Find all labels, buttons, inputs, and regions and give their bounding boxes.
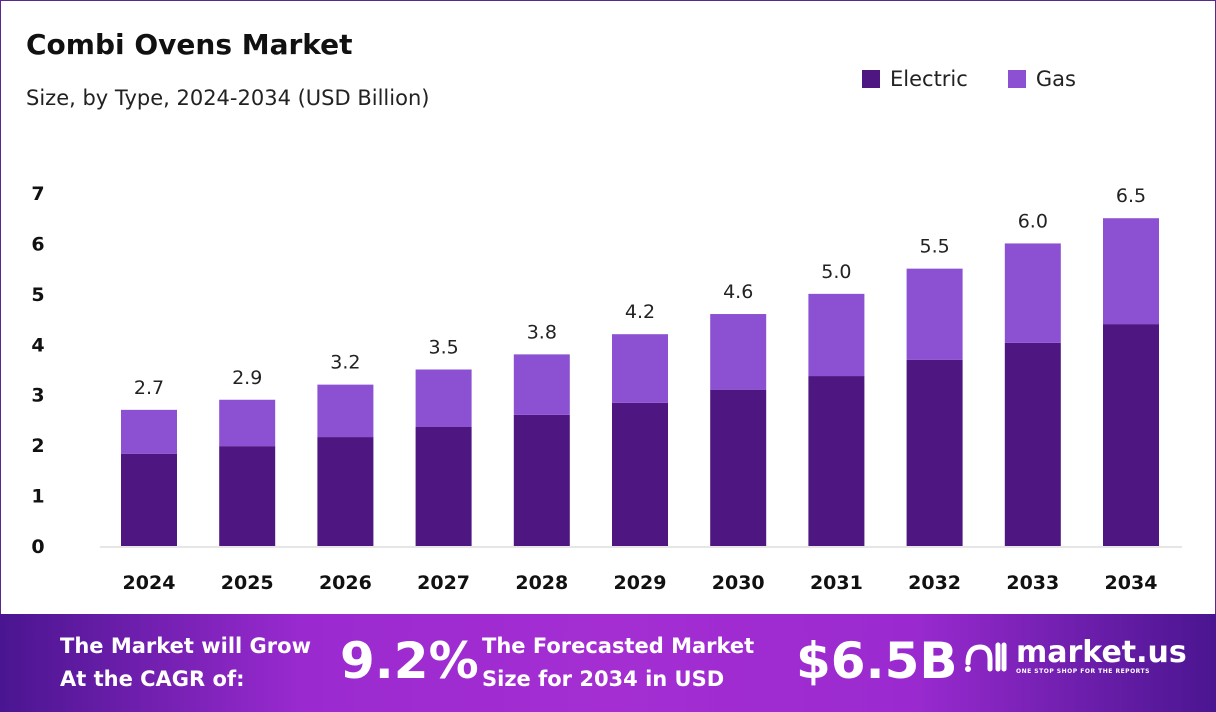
bar-gas-2026: [317, 384, 374, 438]
bar-electric-2032: [906, 359, 963, 546]
bar-gas-2024: [121, 409, 177, 454]
bar-gas-2031: [808, 293, 865, 377]
forecast-label-line1: The Forecasted Market: [482, 634, 755, 658]
cagr-value: 9.2%: [340, 632, 479, 690]
total-label: 5.5: [919, 236, 949, 258]
market-us-logo: market.us ONE STOP SHOP FOR THE REPORTS: [962, 638, 1187, 675]
total-label: 3.8: [527, 321, 557, 343]
legend-item-electric: Electric: [862, 67, 968, 91]
bar-electric-2029: [612, 402, 668, 546]
total-label: 2.7: [134, 377, 164, 399]
bar-electric-2026: [317, 437, 374, 546]
chart-subtitle: Size, by Type, 2024-2034 (USD Billion): [26, 86, 430, 110]
logo-tagline: ONE STOP SHOP FOR THE REPORTS: [1016, 668, 1150, 675]
x-tick-label: 2027: [417, 572, 470, 594]
total-label: 4.6: [723, 281, 753, 303]
y-tick-label: 2: [31, 435, 44, 457]
x-tick-label: 2029: [614, 572, 667, 594]
y-tick-label: 1: [31, 486, 44, 508]
x-tick-label: 2028: [515, 572, 568, 594]
y-tick-label: 5: [31, 284, 44, 306]
x-tick-label: 2031: [810, 572, 863, 594]
total-label: 5.0: [821, 261, 851, 283]
y-tick-label: 4: [31, 334, 44, 356]
legend-swatch-gas: [1007, 70, 1026, 88]
logo-name: market.us: [1016, 635, 1187, 670]
total-label: 3.2: [330, 352, 360, 374]
bar-electric-2024: [121, 453, 177, 546]
bar-gas-2027: [415, 369, 472, 427]
y-tick-label: 0: [31, 536, 44, 558]
bar-electric-2025: [219, 446, 276, 546]
bar-gas-2033: [1004, 243, 1061, 343]
forecast-label-line2: Size for 2034 in USD: [482, 667, 725, 691]
x-tick-label: 2032: [908, 572, 961, 594]
legend: Electric Gas: [862, 67, 1076, 91]
bar-gas-2025: [219, 399, 276, 447]
x-tick-label: 2030: [712, 572, 765, 594]
bar-gas-2029: [612, 334, 668, 403]
footer-banner: The Market will Grow At the CAGR of: 9.2%…: [0, 614, 1216, 712]
total-label: 3.5: [428, 337, 458, 359]
chart-title: Combi Ovens Market: [26, 28, 353, 61]
cagr-label: The Market will Grow At the CAGR of:: [60, 630, 311, 696]
cagr-label-line1: The Market will Grow: [60, 634, 311, 658]
legend-swatch-electric: [862, 70, 880, 88]
bar-electric-2028: [513, 414, 570, 546]
y-tick-label: 3: [31, 385, 44, 407]
x-tick-label: 2034: [1105, 572, 1158, 594]
total-label: 6.0: [1018, 210, 1048, 232]
legend-label-electric: Electric: [890, 67, 968, 91]
legend-label-gas: Gas: [1035, 67, 1076, 91]
bar-chart: 0 1 2 3 4 5 6 7 2.7 2024 2.9 2025 3.2 2026 3.5 2027 3.8 2…: [31, 183, 1182, 594]
bar-electric-2033: [1004, 342, 1061, 546]
total-label: 2.9: [232, 367, 262, 389]
y-tick-label: 6: [31, 233, 44, 255]
total-label: 6.5: [1116, 185, 1146, 207]
bar-gas-2030: [710, 314, 767, 390]
x-tick-label: 2033: [1006, 572, 1059, 594]
bar-gas-2034: [1103, 218, 1159, 325]
x-tick-label: 2026: [319, 572, 372, 594]
bar-electric-2027: [415, 426, 472, 546]
bar-gas-2032: [906, 268, 963, 360]
y-tick-label: 7: [31, 183, 44, 205]
logo-icon: [965, 642, 1007, 672]
legend-item-gas: Gas: [1007, 67, 1076, 91]
total-label: 4.2: [625, 301, 655, 323]
bar-electric-2034: [1103, 324, 1159, 546]
bar-electric-2031: [808, 376, 865, 546]
forecast-label: The Forecasted Market Size for 2034 in US…: [482, 630, 754, 696]
cagr-label-line2: At the CAGR of:: [60, 667, 245, 691]
forecast-value: $6.5B: [796, 632, 958, 690]
bar-electric-2030: [710, 389, 767, 546]
bar-gas-2028: [513, 354, 570, 415]
x-tick-label: 2025: [221, 572, 274, 594]
x-tick-label: 2024: [123, 572, 176, 594]
